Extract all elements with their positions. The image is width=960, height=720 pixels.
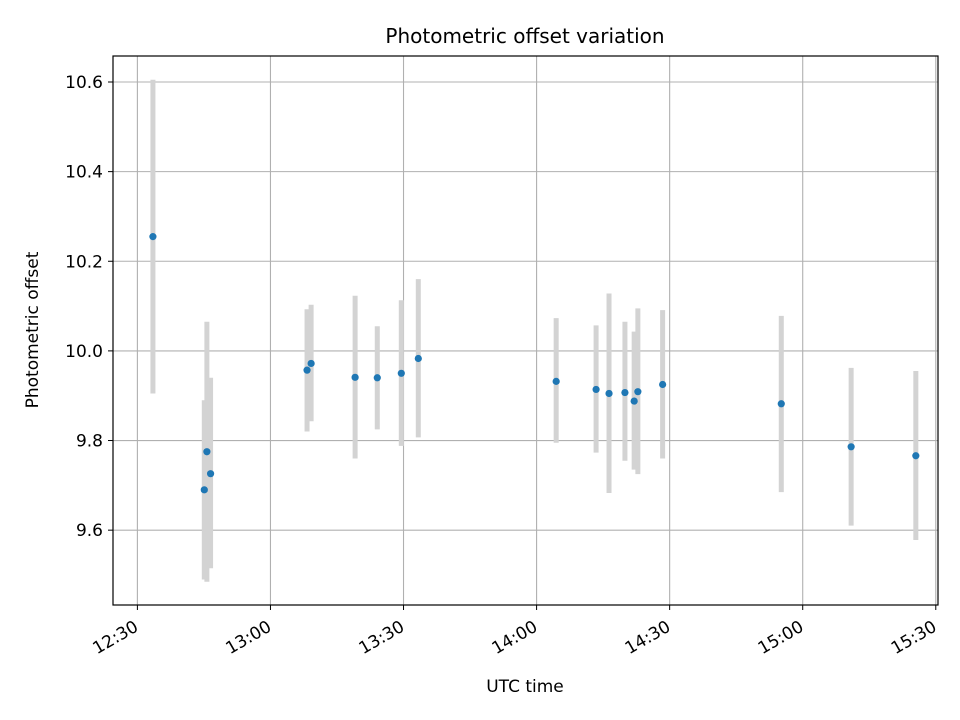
data-point <box>206 470 215 478</box>
data-point <box>414 354 422 363</box>
y-tick-label: 10.0 <box>65 342 103 362</box>
data-point <box>373 374 381 382</box>
y-tick-label: 9.6 <box>76 521 103 541</box>
y-tick-label: 9.8 <box>76 432 103 452</box>
data-point <box>634 388 642 396</box>
data-point <box>351 373 359 381</box>
x-axis-label: UTC time <box>486 677 564 697</box>
data-point <box>630 397 638 405</box>
plot-frame <box>112 55 939 606</box>
data-point <box>847 443 855 451</box>
y-tick-label: 10.4 <box>65 163 103 183</box>
data-points <box>149 233 920 494</box>
data-point <box>149 233 157 241</box>
data-point <box>605 389 613 398</box>
data-point <box>203 448 211 456</box>
chart-title: Photometric offset variation <box>385 24 664 48</box>
y-axis-ticks: 9.6 9.8 10.0 10.2 10.4 10.6 <box>65 73 113 541</box>
data-point <box>397 369 405 377</box>
y-tick-label: 10.2 <box>65 252 103 272</box>
data-point <box>303 366 311 374</box>
data-point <box>552 377 560 385</box>
data-point <box>307 359 315 368</box>
data-point <box>912 452 920 460</box>
data-point <box>592 385 600 394</box>
data-point <box>777 400 785 408</box>
data-point <box>200 486 208 494</box>
y-tick-label: 10.6 <box>65 73 103 93</box>
data-point <box>659 380 667 389</box>
grid <box>113 56 938 605</box>
data-point <box>621 388 629 397</box>
y-axis-label: Photometric offset <box>23 251 43 408</box>
